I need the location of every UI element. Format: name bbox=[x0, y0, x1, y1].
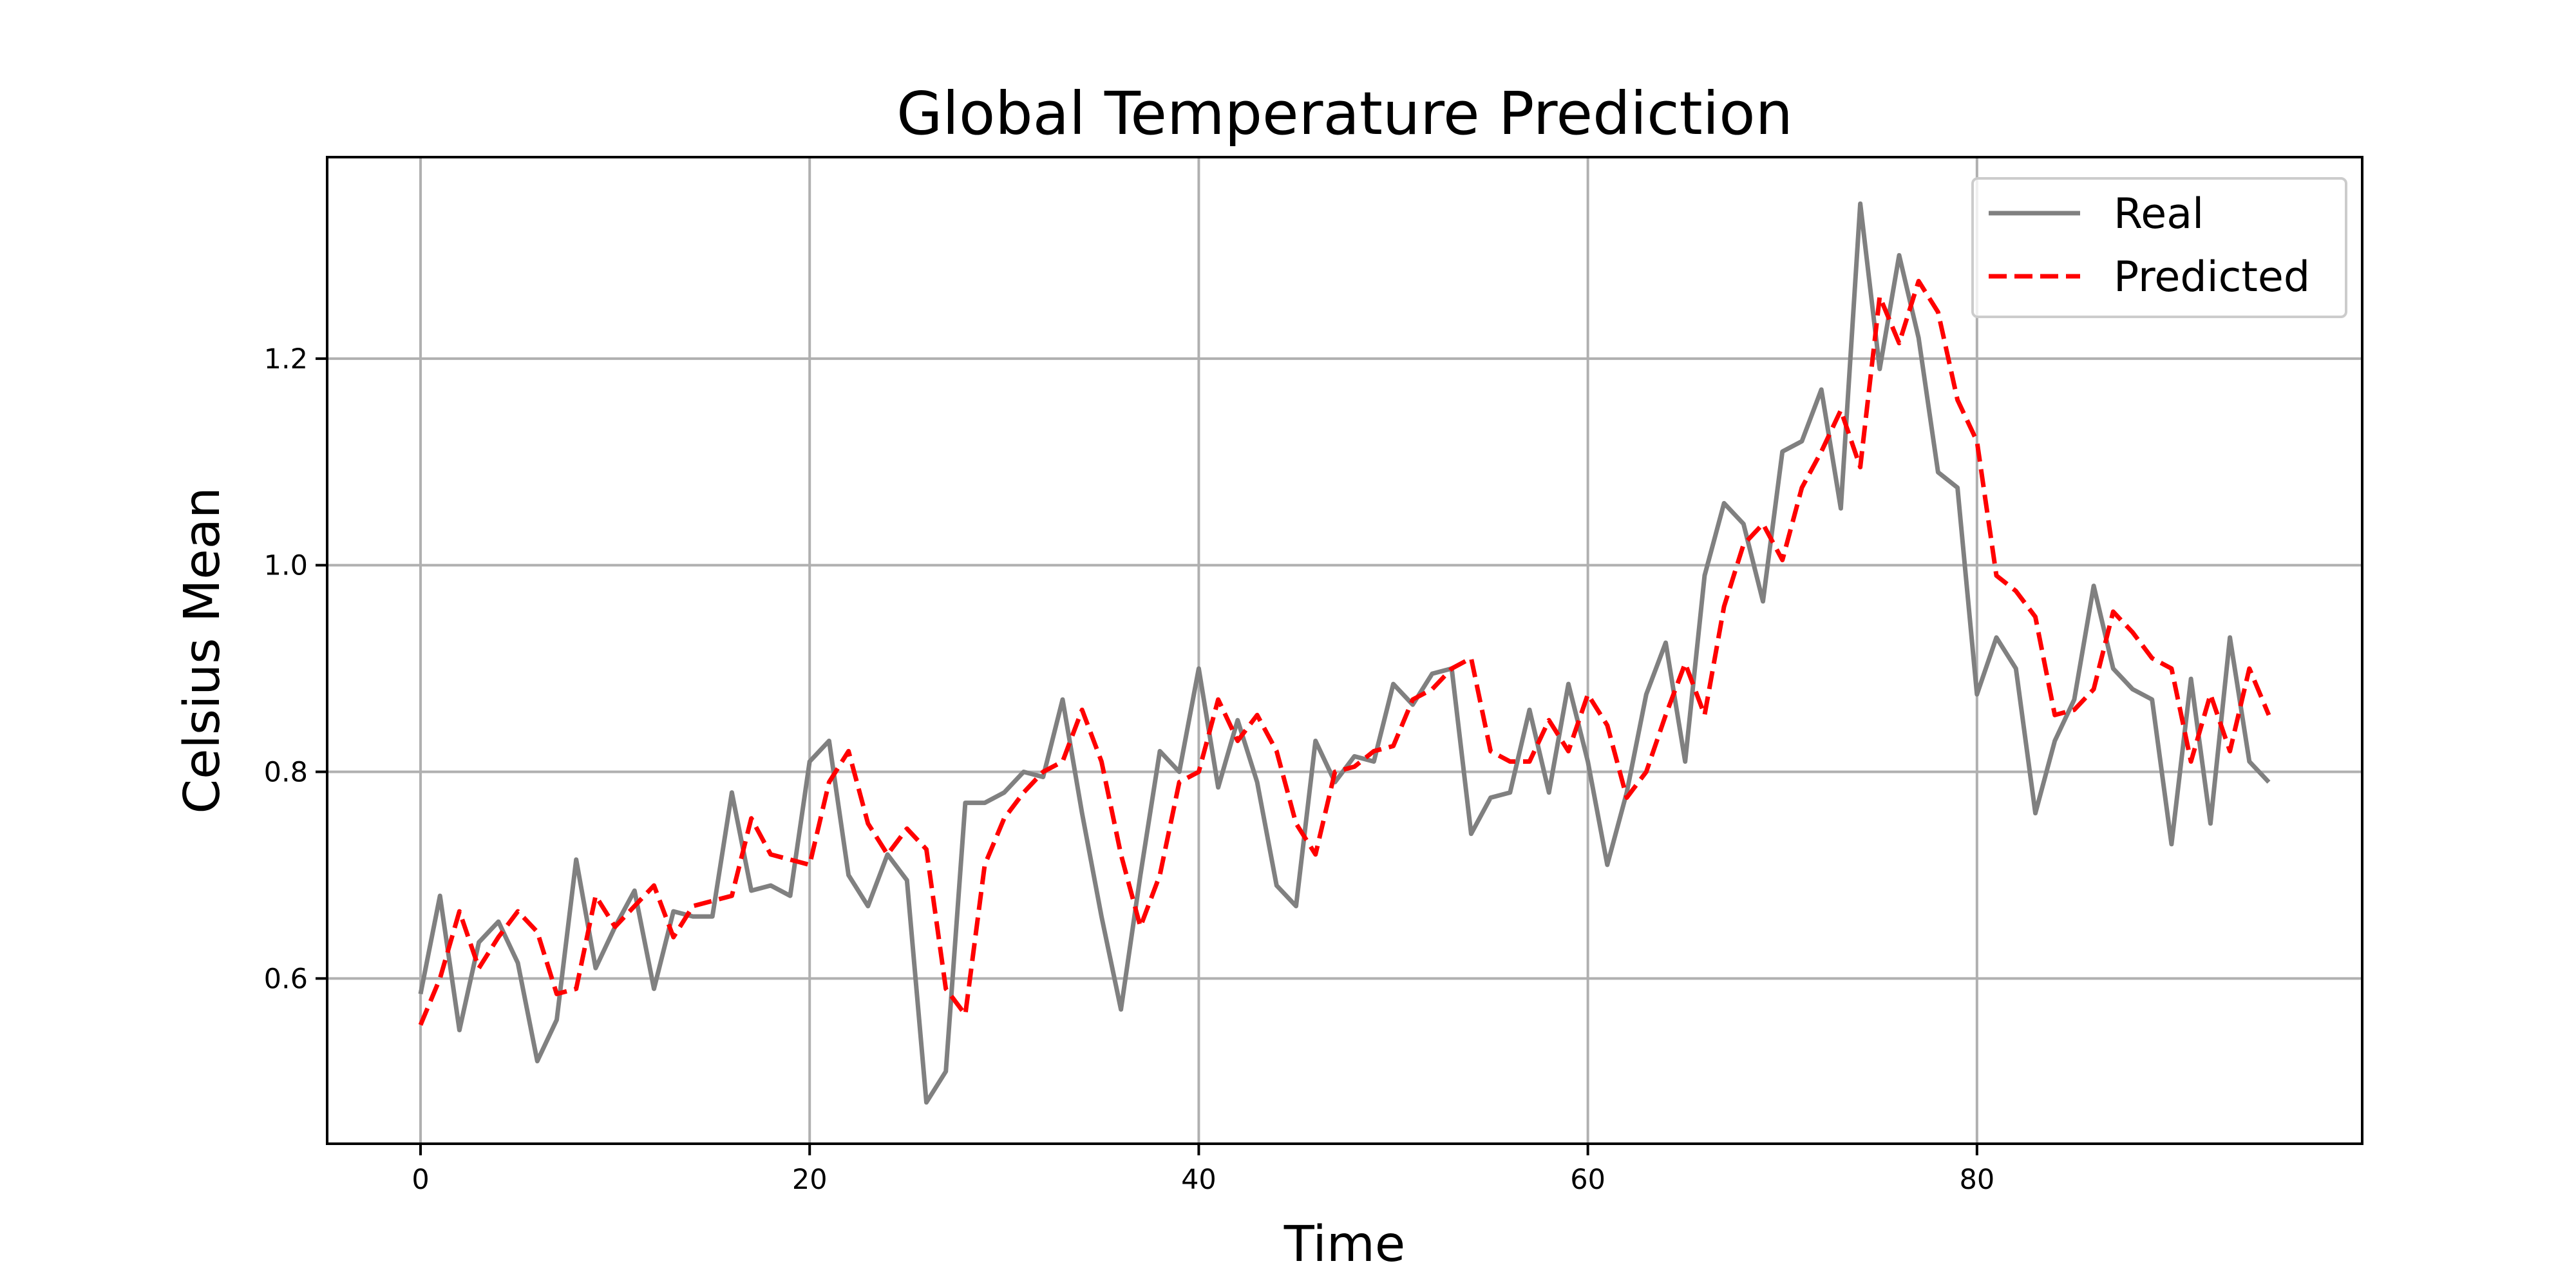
legend-label-predicted: Predicted bbox=[2114, 253, 2310, 301]
axis-ticks: 0 20 40 60 80 0.6 0.8 1.0 1.2 bbox=[264, 343, 1995, 1196]
x-tick-label: 80 bbox=[1959, 1164, 1994, 1196]
series-line-predicted bbox=[418, 279, 2271, 1026]
plot-area-frame bbox=[326, 156, 2363, 1145]
y-tick-label: 0.6 bbox=[264, 963, 308, 995]
series-lines bbox=[418, 201, 2271, 1105]
series-line-real bbox=[418, 201, 2271, 1105]
y-tick-label: 0.8 bbox=[264, 756, 308, 788]
x-tick-label: 20 bbox=[792, 1164, 828, 1196]
chart-title: Global Temperature Prediction bbox=[896, 79, 1793, 148]
legend: Real Predicted bbox=[1971, 177, 2347, 318]
x-tick-label: 0 bbox=[412, 1164, 429, 1196]
x-tick-label: 60 bbox=[1570, 1164, 1605, 1196]
legend-label-real: Real bbox=[2114, 190, 2204, 238]
x-tick-label: 40 bbox=[1181, 1164, 1217, 1196]
y-tick-label: 1.2 bbox=[264, 343, 308, 375]
y-axis-label: Celsius Mean bbox=[174, 487, 231, 813]
y-tick-label: 1.0 bbox=[264, 550, 308, 582]
x-axis-label: Time bbox=[1283, 1216, 1405, 1273]
